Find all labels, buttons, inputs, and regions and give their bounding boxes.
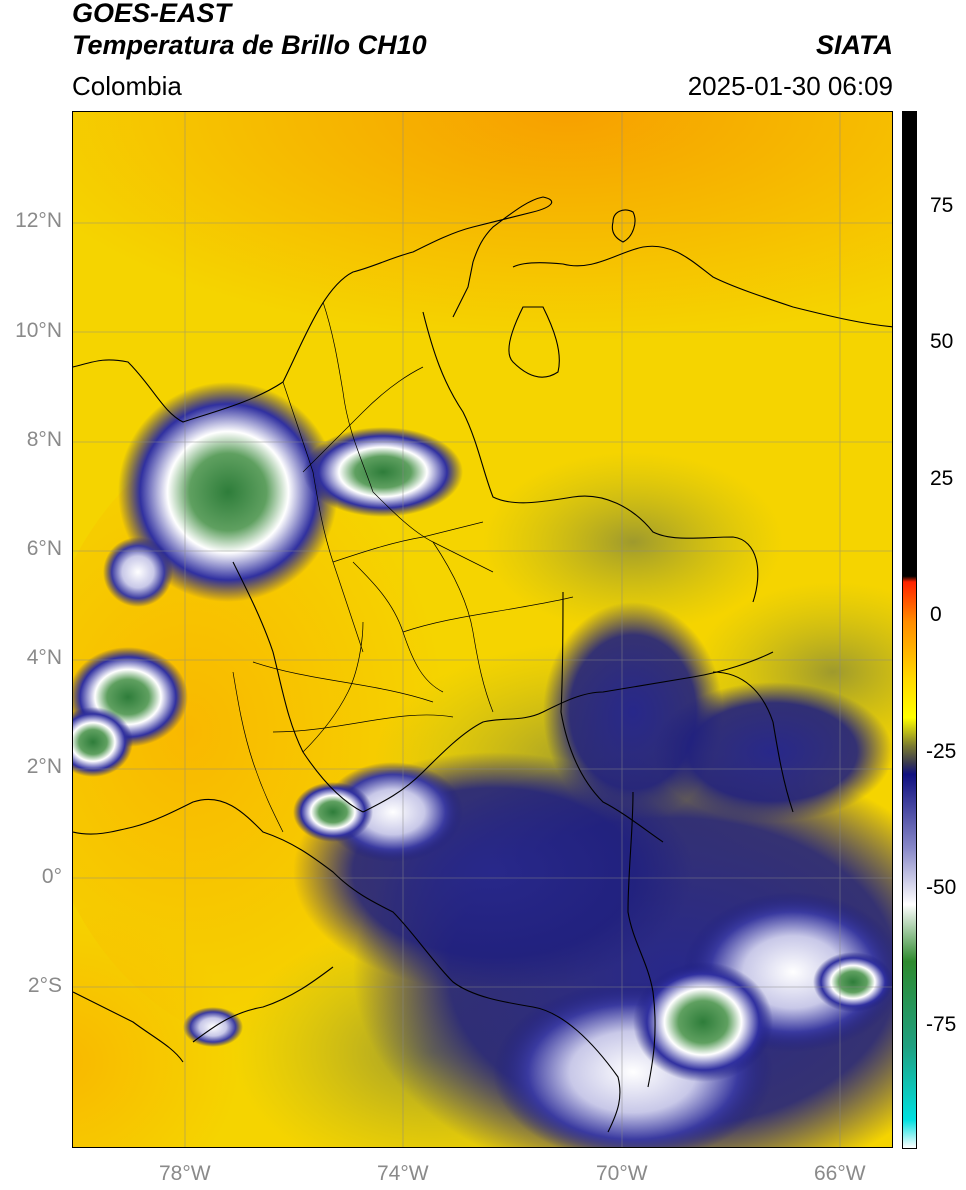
- colorbar-tick-minus50: -50: [926, 876, 957, 899]
- lon-label-70W: 70°W: [596, 1162, 648, 1185]
- lat-label-4N: 4°N: [26, 646, 62, 669]
- departments: [232, 301, 574, 833]
- lat-label-2N: 2°N: [26, 755, 62, 778]
- lat-label-8N: 8°N: [26, 428, 62, 451]
- colorbar: [902, 111, 917, 1149]
- source-label: SIATA: [816, 30, 893, 60]
- datetime-label: 2025-01-30 06:09: [687, 71, 893, 101]
- borders: [73, 196, 892, 1133]
- region-label: Colombia: [72, 71, 182, 101]
- lat-label-6N: 6°N: [26, 537, 62, 560]
- satellite-title: GOES-EAST: [72, 0, 232, 28]
- colorbar-tick-75: 75: [930, 194, 954, 217]
- lon-label-74W: 74°W: [377, 1162, 429, 1185]
- graticule: [73, 112, 892, 1147]
- colorbar-tick-minus75: -75: [926, 1013, 957, 1036]
- colorbar-tick-0: 0: [930, 603, 942, 626]
- product-title: Temperatura de Brillo CH10: [72, 30, 427, 60]
- lat-label-0: 0°: [41, 865, 62, 888]
- lat-label-10N: 10°N: [15, 319, 62, 342]
- map-image: [73, 112, 892, 1147]
- lon-label-66W: 66°W: [814, 1162, 866, 1185]
- colorbar-tick-minus25: -25: [926, 740, 957, 763]
- satellite-map[interactable]: [72, 111, 893, 1148]
- lon-label-78W: 78°W: [159, 1162, 211, 1185]
- colorbar-tick-25: 25: [930, 467, 954, 490]
- colorbar-tick-50: 50: [930, 330, 954, 353]
- lat-label-12N: 12°N: [15, 209, 62, 232]
- lat-label-2S: 2°S: [27, 974, 62, 997]
